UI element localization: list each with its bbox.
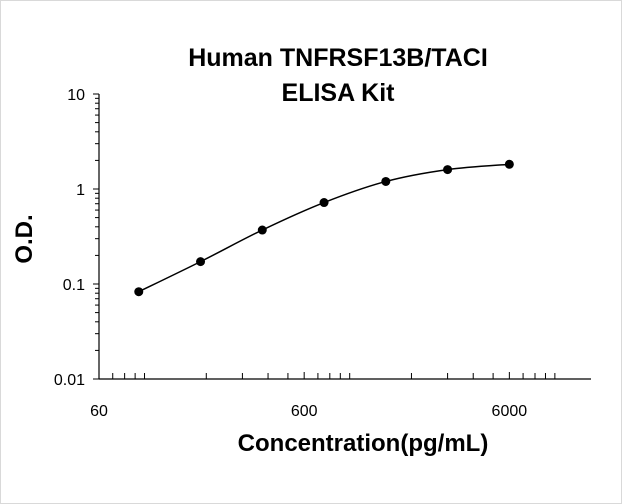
chart-title-line-2: ELISA Kit — [281, 79, 395, 107]
data-point-3 — [257, 225, 267, 235]
data-point-4 — [319, 198, 329, 208]
x-tick-label: 60 — [90, 403, 108, 420]
y-tick-label: 10 — [67, 87, 85, 104]
y-tick-label: 0.01 — [54, 372, 85, 389]
chart-title-line-1: Human TNFRSF13B/TACI — [188, 44, 488, 72]
data-point-6 — [443, 165, 453, 175]
fit-curve — [138, 163, 510, 293]
y-tick-label: 1 — [76, 182, 85, 199]
data-point-1 — [134, 287, 144, 297]
x-tick-label: 6000 — [492, 403, 528, 420]
data-point-5 — [381, 176, 391, 186]
x-axis-title: Concentration(pg/mL) — [237, 430, 489, 457]
y-tick-label: 0.1 — [63, 277, 85, 294]
data-point-2 — [196, 257, 206, 267]
x-tick-label: 600 — [291, 403, 318, 420]
data-point-7 — [504, 159, 514, 169]
